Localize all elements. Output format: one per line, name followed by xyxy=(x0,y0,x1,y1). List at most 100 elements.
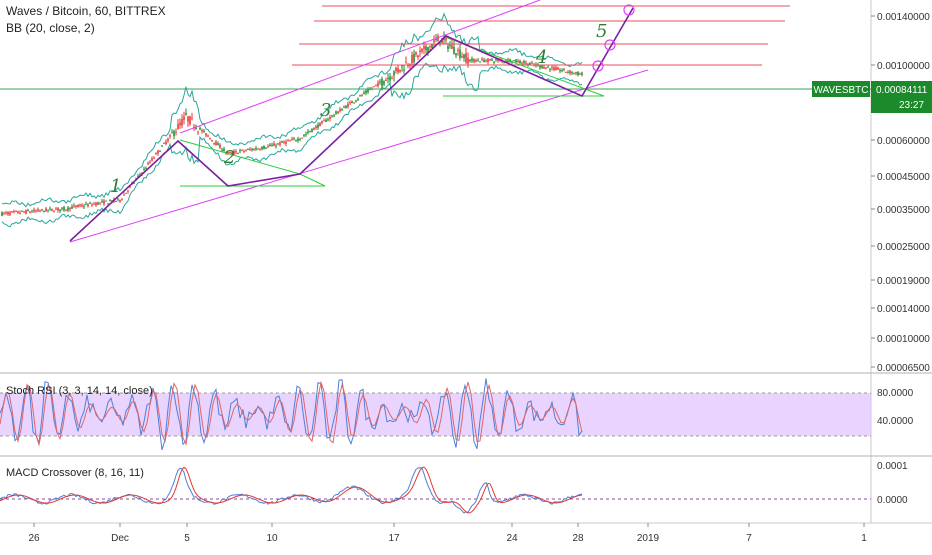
candle-body xyxy=(259,149,261,151)
candle-body xyxy=(471,58,473,61)
candle-body xyxy=(33,209,35,212)
candle-body xyxy=(349,102,351,104)
price-tick-label: 0.00019000 xyxy=(877,276,930,287)
candle-body xyxy=(549,68,551,70)
candle-body xyxy=(309,130,311,132)
wave-label-5: 5 xyxy=(596,21,607,42)
candle-body xyxy=(487,58,489,63)
candle-body xyxy=(213,142,215,144)
time-tick-label: 1 xyxy=(861,533,867,544)
candle-body xyxy=(137,175,139,177)
candle-body xyxy=(463,54,465,59)
bb-upper-band xyxy=(1,12,583,208)
candle-body xyxy=(171,132,173,134)
candle-body xyxy=(393,71,395,76)
candle-body xyxy=(195,127,197,129)
candle-body xyxy=(105,200,107,202)
macd-title[interactable]: MACD Crossover (8, 16, 11) xyxy=(6,467,144,479)
candle-body xyxy=(419,50,421,53)
time-tick-label: Dec xyxy=(111,533,129,544)
candle-body xyxy=(243,150,245,152)
wave-label-4: 4 xyxy=(535,47,547,68)
bollinger-bands xyxy=(1,12,583,228)
candle-body xyxy=(19,212,21,214)
candle-body xyxy=(491,59,493,61)
candle-body xyxy=(417,55,419,58)
channel-upper-line xyxy=(179,0,541,134)
candle-body xyxy=(337,111,339,114)
candle-body xyxy=(265,148,267,150)
candle-body xyxy=(455,53,457,56)
candle-body xyxy=(465,53,467,63)
candle-body xyxy=(251,148,253,151)
candle-body xyxy=(437,35,439,42)
candle-body xyxy=(119,199,121,202)
candle-body xyxy=(525,62,527,64)
candle-body xyxy=(551,67,553,69)
candle-body xyxy=(91,204,93,206)
candle-body xyxy=(55,208,57,210)
candle-body xyxy=(573,72,575,74)
candle-body xyxy=(427,46,429,53)
macd-tick-label: 0.0001 xyxy=(877,461,908,472)
candle-body xyxy=(173,130,175,137)
candle-body xyxy=(199,127,201,130)
candle-body xyxy=(361,95,363,97)
candle-body xyxy=(59,209,61,211)
target-marker xyxy=(604,39,616,51)
candle-body xyxy=(263,145,265,149)
candle-body xyxy=(175,131,177,133)
candle-body xyxy=(261,147,263,150)
candle-body xyxy=(25,210,27,214)
stoch-tick-label: 40.0000 xyxy=(877,416,914,427)
price-candles xyxy=(1,31,583,217)
candle-body xyxy=(133,182,135,184)
candle-body xyxy=(497,59,499,62)
candle-body xyxy=(43,210,45,213)
candle-body xyxy=(397,67,399,73)
candle-body xyxy=(563,68,565,71)
candle-body xyxy=(505,60,507,62)
candle-body xyxy=(15,211,17,213)
price-badge-countdown: 23:27 xyxy=(899,100,924,111)
stoch-tick-label: 80.0000 xyxy=(877,388,914,399)
candle-body xyxy=(495,59,497,61)
candle-body xyxy=(375,84,377,86)
candle-body xyxy=(449,44,451,46)
elliott-wave-path xyxy=(69,7,634,242)
candle-body xyxy=(335,111,337,114)
bb-indicator-title[interactable]: BB (20, close, 2) xyxy=(6,21,95,35)
candle-body xyxy=(231,152,233,154)
stoch-rsi-title[interactable]: Stoch RSI (3, 3, 14, 14, close) xyxy=(6,385,153,397)
candle-body xyxy=(341,109,343,111)
candle-body xyxy=(517,60,519,63)
candle-body xyxy=(539,65,541,68)
candle-body xyxy=(123,194,125,196)
candle-body xyxy=(571,72,573,74)
price-tick-label: 0.00035000 xyxy=(877,205,930,216)
candle-body xyxy=(445,38,447,41)
candle-body xyxy=(391,78,393,80)
candle-body xyxy=(207,135,209,137)
candle-body xyxy=(383,80,385,85)
candle-body xyxy=(185,113,187,115)
candle-body xyxy=(381,78,383,87)
candle-body xyxy=(475,60,477,62)
triangle-wave4 xyxy=(443,36,605,97)
candle-body xyxy=(467,57,469,64)
candle-body xyxy=(51,208,53,211)
candle-body xyxy=(289,140,291,142)
candle-body xyxy=(235,150,237,153)
candle-body xyxy=(555,67,557,71)
candle-body xyxy=(389,76,391,81)
candle-body xyxy=(285,141,287,144)
candle-body xyxy=(205,133,207,136)
candle-body xyxy=(329,117,331,119)
time-tick-label: 24 xyxy=(506,533,518,544)
candle-body xyxy=(399,69,401,72)
time-tick-label: 26 xyxy=(28,533,40,544)
candle-body xyxy=(477,59,479,61)
candle-body xyxy=(245,150,247,152)
